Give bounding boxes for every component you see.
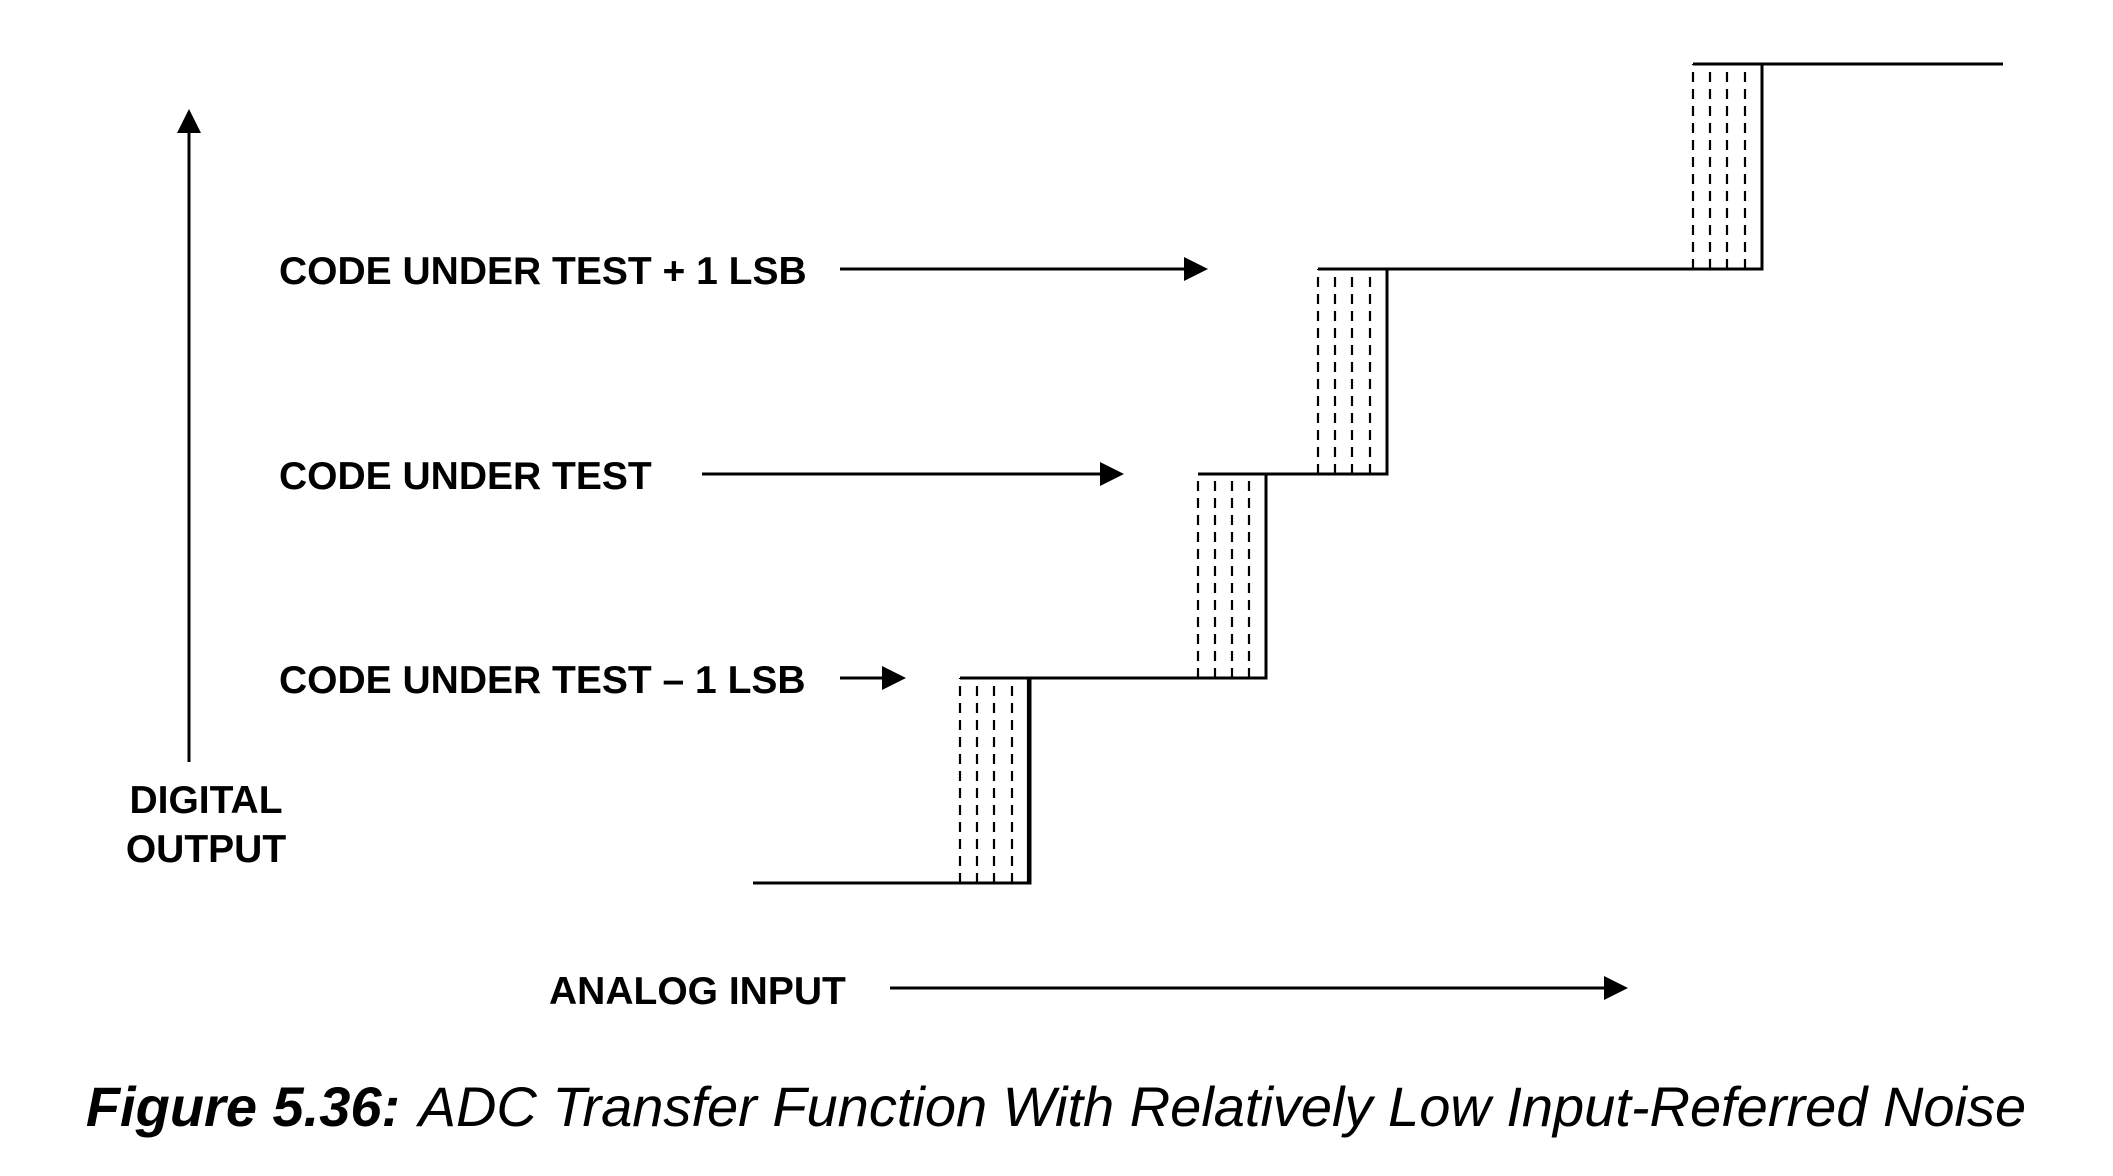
digital-output-label-line1: DIGITAL — [129, 779, 282, 822]
code-minus-1-lsb-label: CODE UNDER TEST – 1 LSB — [279, 659, 806, 702]
transition-noise-band-1 — [958, 676, 1030, 883]
transition-noise-band-3 — [1316, 267, 1387, 474]
code-under-test-label: CODE UNDER TEST — [279, 455, 652, 498]
transition-noise-band-2 — [1196, 472, 1266, 678]
digital-output-label-line2: OUTPUT — [126, 828, 287, 871]
figure-caption: Figure 5.36: ADC Transfer Function With … — [86, 1075, 2026, 1138]
analog-input-label: ANALOG INPUT — [549, 970, 846, 1013]
transfer-staircase — [753, 62, 2003, 885]
transition-noise-band-4 — [1691, 62, 1762, 269]
figure-caption-number: Figure 5.36: — [86, 1075, 400, 1138]
figure-caption-text: ADC Transfer Function With Relatively Lo… — [416, 1075, 2027, 1138]
code-plus-1-lsb-label: CODE UNDER TEST + 1 LSB — [279, 250, 807, 293]
